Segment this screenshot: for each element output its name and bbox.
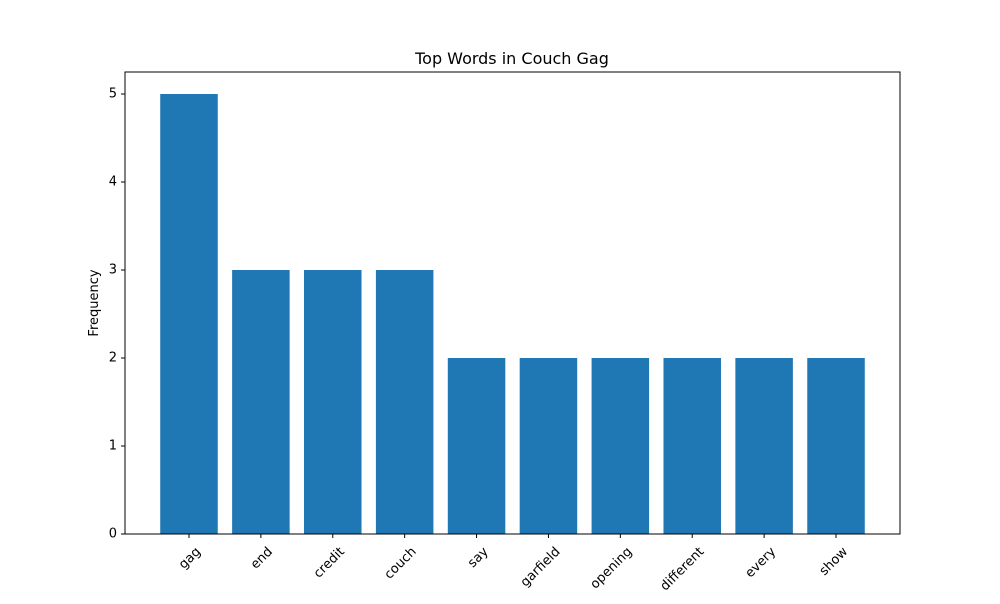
x-tick-label-credit: credit — [311, 544, 348, 581]
x-tick-label-end: end — [248, 544, 276, 572]
x-tick-label-every: every — [743, 544, 780, 581]
bar-credit — [304, 270, 362, 534]
y-tick-label-2: 2 — [109, 351, 117, 366]
bar-couch — [375, 270, 434, 534]
y-axis-label: Frequency — [87, 269, 102, 336]
bar-gag — [160, 94, 218, 534]
bar-garfield — [519, 358, 578, 534]
x-tick-label-couch: couch — [382, 544, 420, 582]
bars-group — [160, 94, 865, 534]
y-tick-label-0: 0 — [109, 527, 117, 542]
x-axis: gag end credit couch say garfield opening diffe… — [176, 534, 851, 594]
x-tick-label-opening: opening — [588, 544, 636, 592]
chart-title: Top Words in Couch Gag — [414, 49, 609, 68]
y-axis: 0 1 2 3 4 5 — [109, 87, 125, 542]
bar-every — [735, 358, 793, 534]
bar-different — [663, 358, 721, 534]
y-tick-label-3: 3 — [109, 263, 117, 278]
bar-show — [807, 358, 865, 534]
bar-opening — [591, 358, 650, 534]
x-tick-label-say: say — [465, 544, 492, 571]
x-tick-label-garfield: garfield — [518, 544, 564, 590]
y-tick-label-1: 1 — [109, 439, 117, 454]
bar-end — [232, 270, 290, 534]
y-tick-label-4: 4 — [109, 175, 117, 190]
plot-frame — [124, 71, 901, 535]
x-tick-label-different: different — [658, 544, 708, 594]
x-tick-label-gag: gag — [176, 544, 204, 572]
bar-say — [447, 358, 506, 534]
x-tick-label-show: show — [817, 544, 852, 579]
y-tick-label-5: 5 — [109, 87, 117, 102]
